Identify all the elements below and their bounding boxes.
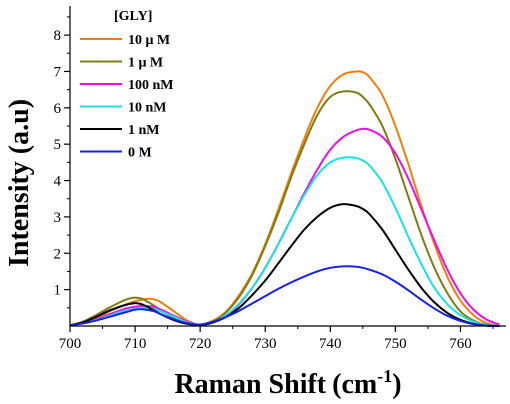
x-tick-label: 750 [384, 336, 407, 352]
y-tick-label: 2 [54, 246, 62, 262]
x-tick-label: 730 [254, 336, 277, 352]
y-tick-label: 4 [54, 174, 62, 190]
x-tick-label: 720 [189, 336, 212, 352]
x-axis-unit-open: (cm [332, 369, 377, 400]
legend-label-3: 10 nM [128, 101, 167, 116]
series-line-4 [69, 203, 500, 327]
y-tick-label: 3 [54, 210, 62, 226]
y-tick-label: 7 [54, 64, 62, 80]
series-line-3 [69, 156, 500, 327]
x-tick-label: 710 [124, 336, 147, 352]
plot-lines [69, 70, 500, 327]
legend-label-0: 10 μ M [128, 33, 170, 48]
y-tick-label: 1 [54, 283, 62, 299]
x-axis-title: Raman Shift (cm-1) [174, 366, 401, 400]
legend-title: [GLY] [114, 9, 152, 24]
series-line-0 [69, 70, 500, 327]
legend-label-1: 1 μ M [128, 56, 163, 71]
x-tick-label: 700 [59, 336, 82, 352]
axes [69, 6, 506, 327]
y-axis-title: Intensity (a.u) [4, 99, 35, 267]
legend-label-2: 100 nM [128, 78, 174, 93]
x-tick-label: 740 [319, 336, 342, 352]
legend-label-4: 1 nM [128, 123, 160, 138]
legend: [GLY] 10 μ M 1 μ M 100 nM 10 nM 1 nM 0 M [80, 9, 174, 161]
x-axis-title-main: Raman Shift [174, 369, 326, 400]
x-axis-unit-exponent: -1 [377, 366, 392, 386]
legend-label-5: 0 M [128, 146, 152, 161]
x-tick-label: 760 [449, 336, 472, 352]
y-tick-label: 6 [54, 101, 62, 117]
y-tick-label: 8 [54, 28, 62, 44]
x-axis-unit-close: ) [392, 369, 401, 400]
series-line-5 [69, 265, 500, 327]
y-tick-label: 5 [54, 137, 62, 153]
series-line-1 [69, 90, 500, 327]
ticks: 700 710 720 730 740 750 760 1 2 3 4 5 6 7 8 [54, 16, 494, 352]
